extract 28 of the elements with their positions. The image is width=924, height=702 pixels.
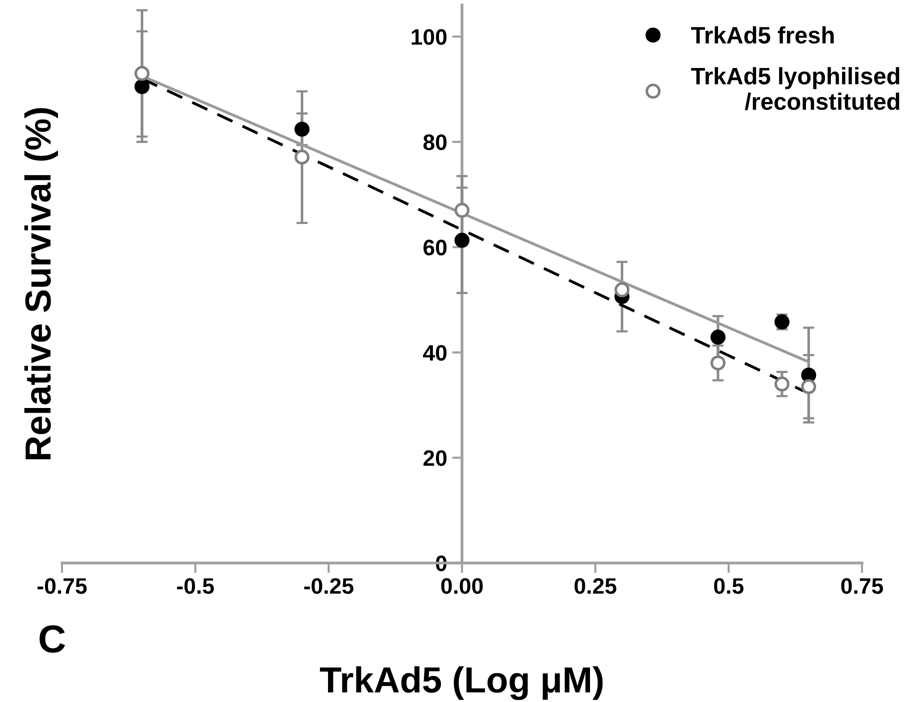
point — [134, 79, 150, 94]
x-tick-label: -0.5 — [177, 578, 214, 594]
point — [710, 355, 726, 370]
text: C — [40, 625, 66, 653]
point — [134, 66, 150, 81]
x-tick-label: 0.25 — [574, 578, 616, 594]
x-tick-label: -0.75 — [38, 578, 87, 594]
point — [454, 202, 470, 218]
y-tick-label: 80 — [423, 134, 447, 150]
legend-label: TrkAd5 fresh — [691, 26, 834, 44]
point — [294, 122, 310, 137]
legend-label: TrkAd5 lyophilised /reconstituted — [691, 67, 900, 110]
y-axis-title: Relative Survival (%) — [24, 108, 58, 460]
y-tick-label: 40 — [423, 344, 447, 361]
point — [801, 379, 816, 394]
y-tick-label: 60 — [424, 240, 447, 256]
x-tick-label: 0.00 — [441, 578, 483, 594]
x-axis-title: TrkAd5 (Log μM) — [320, 666, 603, 700]
point — [294, 150, 310, 165]
point — [614, 282, 630, 298]
y-tick-label: 100 — [412, 29, 447, 45]
x-tick-label: 0.75 — [841, 578, 884, 594]
x-tick-label: 0.5 — [714, 578, 744, 594]
point — [710, 330, 726, 345]
point — [774, 376, 790, 392]
x-tick-label: -0.25 — [304, 578, 354, 594]
point — [454, 232, 470, 248]
y-tick-label: 20 — [423, 450, 447, 466]
